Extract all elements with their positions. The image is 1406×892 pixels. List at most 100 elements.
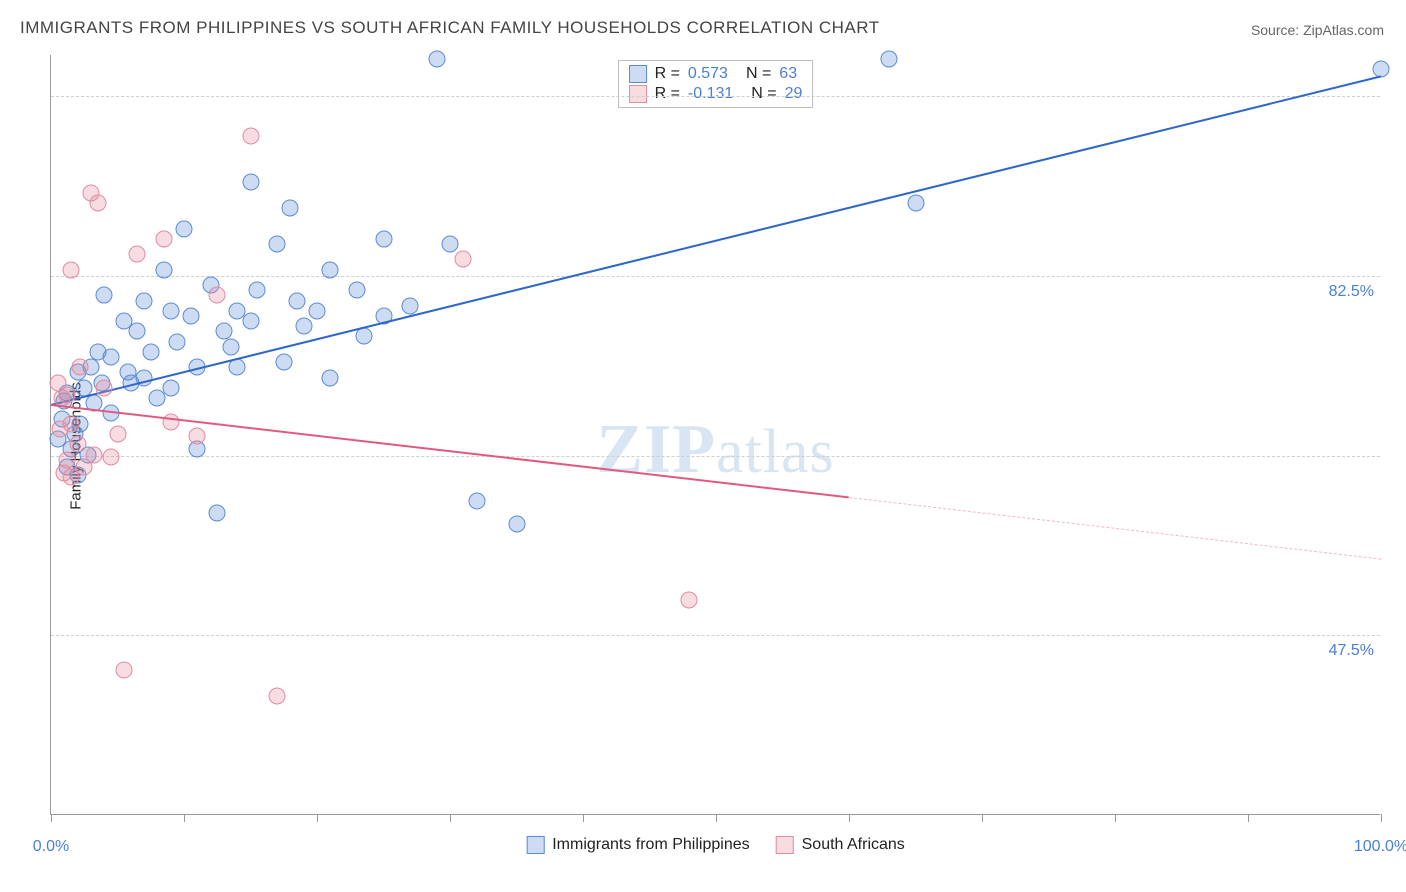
legend-swatch xyxy=(776,836,794,854)
y-gridline xyxy=(51,456,1380,457)
chart-title: IMMIGRANTS FROM PHILIPPINES VS SOUTH AFR… xyxy=(20,18,880,38)
data-point-philippines xyxy=(355,328,372,345)
data-point-south_africans xyxy=(269,687,286,704)
data-point-south_africans xyxy=(681,592,698,609)
data-point-philippines xyxy=(508,516,525,533)
data-point-philippines xyxy=(136,292,153,309)
legend-row-south_africans: R = -0.131 N = 29 xyxy=(629,85,803,103)
data-point-south_africans xyxy=(109,426,126,443)
legend-series: Immigrants from Philippines South African… xyxy=(526,836,905,854)
x-tick xyxy=(450,814,451,822)
legend-r-value: -0.131 xyxy=(688,85,733,103)
x-tick xyxy=(317,814,318,822)
data-point-philippines xyxy=(348,282,365,299)
legend-r-label: R = xyxy=(655,85,680,103)
data-point-south_africans xyxy=(242,128,259,145)
data-point-south_africans xyxy=(129,246,146,263)
data-point-philippines xyxy=(907,194,924,211)
legend-n-value: 29 xyxy=(785,85,803,103)
data-point-philippines xyxy=(275,354,292,371)
source-attribution: Source: ZipAtlas.com xyxy=(1251,22,1384,38)
data-point-philippines xyxy=(162,379,179,396)
data-point-philippines xyxy=(375,230,392,247)
legend-correlation: R = 0.573 N = 63 R = -0.131 N = 29 xyxy=(618,60,814,108)
legend-r-value: 0.573 xyxy=(688,65,728,83)
data-point-philippines xyxy=(222,338,239,355)
y-gridline xyxy=(51,96,1380,97)
data-point-philippines xyxy=(209,505,226,522)
legend-n-value: 63 xyxy=(779,65,797,83)
data-point-philippines xyxy=(176,220,193,237)
x-tick-label: 100.0% xyxy=(1354,838,1406,856)
data-point-philippines xyxy=(269,236,286,253)
x-tick xyxy=(1248,814,1249,822)
data-point-philippines xyxy=(249,282,266,299)
data-point-south_africans xyxy=(102,448,119,465)
data-point-philippines xyxy=(322,369,339,386)
legend-row-philippines: R = 0.573 N = 63 xyxy=(629,65,803,83)
y-gridline xyxy=(51,276,1380,277)
legend-item-philippines: Immigrants from Philippines xyxy=(526,836,749,854)
chart-container: IMMIGRANTS FROM PHILIPPINES VS SOUTH AFR… xyxy=(0,0,1406,892)
x-tick xyxy=(583,814,584,822)
legend-label: Immigrants from Philippines xyxy=(552,836,749,854)
data-point-philippines xyxy=(169,333,186,350)
data-point-philippines xyxy=(242,313,259,330)
data-point-south_africans xyxy=(58,451,75,468)
data-point-philippines xyxy=(289,292,306,309)
x-tick xyxy=(716,814,717,822)
data-point-philippines xyxy=(242,174,259,191)
data-point-philippines xyxy=(322,261,339,278)
data-point-south_africans xyxy=(455,251,472,268)
x-tick xyxy=(1381,814,1382,822)
data-point-philippines xyxy=(442,236,459,253)
data-point-south_africans xyxy=(116,662,133,679)
legend-swatch xyxy=(526,836,544,854)
legend-n-label: N = xyxy=(751,85,776,103)
data-point-south_africans xyxy=(189,428,206,445)
data-point-philippines xyxy=(468,492,485,509)
data-point-south_africans xyxy=(162,413,179,430)
x-tick-label: 0.0% xyxy=(33,838,69,856)
data-point-philippines xyxy=(282,200,299,217)
data-point-south_africans xyxy=(89,194,106,211)
data-point-south_africans xyxy=(85,446,102,463)
y-tick-label: 82.5% xyxy=(1329,283,1374,301)
watermark-text: ZIPatlas xyxy=(596,410,834,490)
data-point-south_africans xyxy=(69,436,86,453)
legend-r-label: R = xyxy=(655,65,680,83)
trend-line xyxy=(849,497,1381,560)
trend-line xyxy=(51,404,849,498)
data-point-south_africans xyxy=(62,415,79,432)
legend-label: South Africans xyxy=(802,836,905,854)
legend-n-label: N = xyxy=(746,65,771,83)
legend-swatch xyxy=(629,85,647,103)
x-tick xyxy=(51,814,52,822)
data-point-philippines xyxy=(102,348,119,365)
data-point-philippines xyxy=(295,318,312,335)
data-point-south_africans xyxy=(209,287,226,304)
y-tick-label: 47.5% xyxy=(1329,642,1374,660)
legend-swatch xyxy=(629,65,647,83)
trend-line xyxy=(51,76,1381,407)
y-gridline xyxy=(51,635,1380,636)
data-point-philippines xyxy=(428,51,445,68)
legend-item-south_africans: South Africans xyxy=(776,836,905,854)
data-point-south_africans xyxy=(72,359,89,376)
plot-area: ZIPatlas R = 0.573 N = 63 R = -0.131 N = 29… xyxy=(50,55,1380,815)
data-point-philippines xyxy=(96,287,113,304)
data-point-philippines xyxy=(182,307,199,324)
data-point-philippines xyxy=(162,302,179,319)
x-tick xyxy=(982,814,983,822)
data-point-philippines xyxy=(129,323,146,340)
data-point-south_africans xyxy=(62,261,79,278)
data-point-philippines xyxy=(1373,61,1390,78)
data-point-philippines xyxy=(880,51,897,68)
x-tick xyxy=(849,814,850,822)
data-point-south_africans xyxy=(156,230,173,247)
data-point-south_africans xyxy=(58,386,75,403)
data-point-philippines xyxy=(402,297,419,314)
x-tick xyxy=(184,814,185,822)
data-point-philippines xyxy=(142,343,159,360)
x-tick xyxy=(1115,814,1116,822)
